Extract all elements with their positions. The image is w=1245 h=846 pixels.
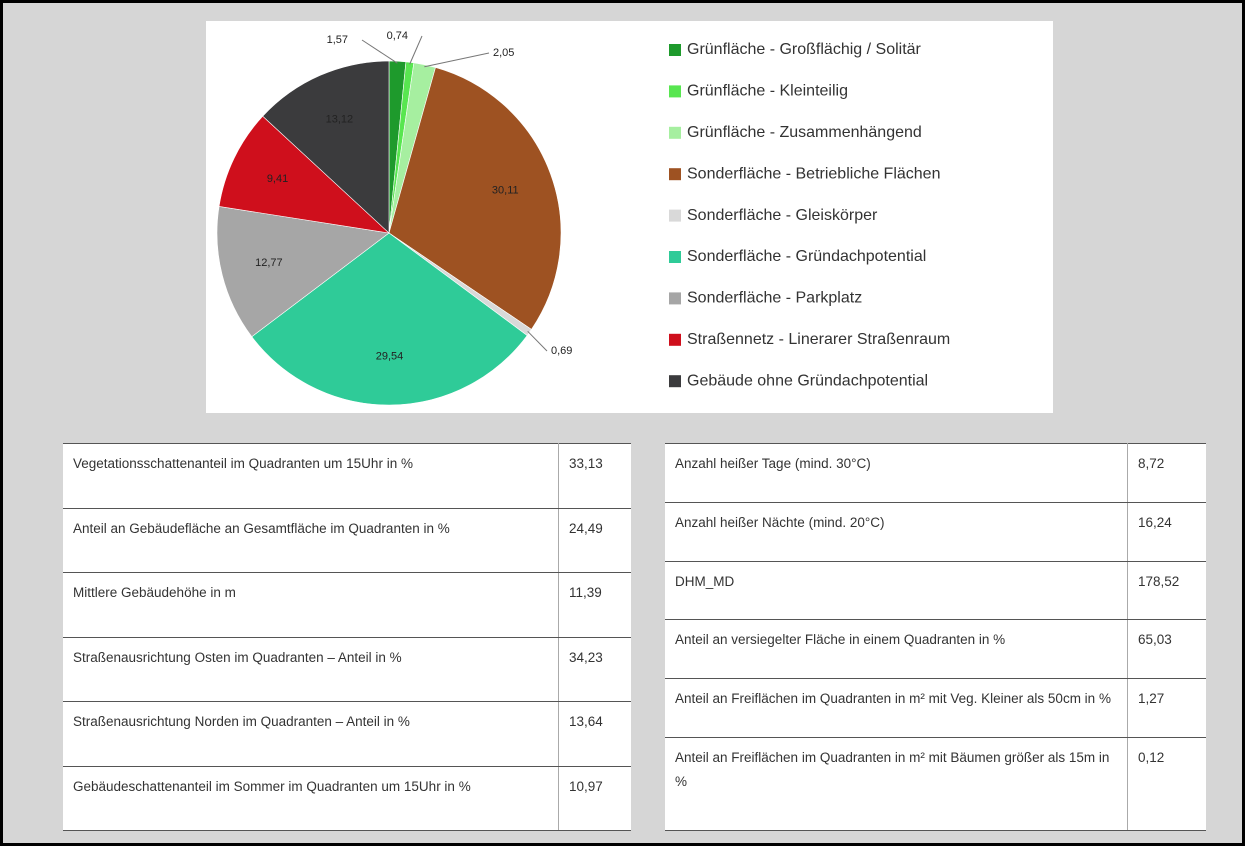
legend-swatch <box>669 85 681 98</box>
data-label: 2,05 <box>493 47 514 59</box>
value-cell: 16,24 <box>1127 502 1206 562</box>
data-label: 1,57 <box>327 34 348 46</box>
table-row: Anzahl heißer Tage (mind. 30°C) 8,72 <box>665 443 1206 503</box>
label-cell: Anteil an Gebäudefläche an Gesamtfläche … <box>63 508 559 573</box>
table-row: Vegetationsschattenanteil im Quadranten … <box>63 443 631 509</box>
table-row: Gebäudeschattenanteil im Sommer im Quadr… <box>63 766 631 831</box>
value-cell: 10,97 <box>558 766 631 831</box>
table-row: Straßenausrichtung Norden im Quadranten … <box>63 701 631 767</box>
pie-slice <box>388 67 562 330</box>
value-cell: 33,13 <box>558 443 631 509</box>
legend-label: Sonderfläche - Betriebliche Flächen <box>687 165 940 182</box>
data-label: 29,54 <box>376 351 404 363</box>
data-label: 13,12 <box>326 113 354 125</box>
leader-line <box>527 330 548 352</box>
table: Anzahl heißer Tage (mind. 30°C) 8,72 Anzah… <box>665 443 1206 832</box>
table-row: Anzahl heißer Nächte (mind. 20°C) 16,24 <box>665 502 1206 562</box>
table-row: Anteil an versiegelter Fläche in einem Q… <box>665 619 1206 680</box>
legend-swatch <box>669 168 681 181</box>
legend-swatch <box>669 333 681 346</box>
legend-label: Grünfläche - Kleinteilig <box>687 83 848 100</box>
data-label: 0,74 <box>387 30 408 42</box>
legend-label: Straßennetz - Linerarer Straßenraum <box>687 331 950 348</box>
label-cell: Anteil an versiegelter Fläche in einem Q… <box>665 619 1128 680</box>
pie-slice <box>251 232 528 406</box>
data-label: 12,77 <box>255 257 283 269</box>
label-cell: Anteil an Freiflächen im Quadranten in m… <box>665 678 1128 738</box>
value-cell: 8,72 <box>1127 443 1206 503</box>
pie-chart: 1,57 0,74 2,05 30,11 0,69 29,54 12,77 9,41 13,12… <box>206 21 1053 413</box>
leader-line <box>424 52 490 68</box>
value-cell: 11,39 <box>558 572 631 638</box>
table-row: Mittlere Gebäudehöhe in m 11,39 <box>63 572 631 638</box>
table-row: Anteil an Freiflächen im Quadranten in m… <box>665 678 1206 738</box>
legend-label: Sonderfläche - Parkplatz <box>687 290 862 307</box>
label-cell: Straßenausrichtung Norden im Quadranten … <box>63 701 559 767</box>
leader-line <box>409 35 423 65</box>
table-row: Anteil an Gebäudefläche an Gesamtfläche … <box>63 508 631 573</box>
leader-line <box>361 39 398 64</box>
table: Vegetationsschattenanteil im Quadranten … <box>63 443 631 831</box>
value-cell: 178,52 <box>1127 561 1206 621</box>
legend-swatch <box>669 292 681 305</box>
legend-label: Sonderfläche - Gleiskörper <box>687 207 878 224</box>
label-cell: Anzahl heißer Nächte (mind. 20°C) <box>665 502 1128 562</box>
legend-swatch <box>669 44 681 56</box>
label-cell: Vegetationsschattenanteil im Quadranten … <box>63 443 559 509</box>
label-cell: Anteil an Freiflächen im Quadranten in m… <box>665 737 1128 832</box>
table-row: Anteil an Freiflächen im Quadranten in m… <box>665 737 1206 832</box>
legend-label: Grünfläche - Zusammenhängend <box>687 124 922 141</box>
value-cell: 34,23 <box>558 637 631 702</box>
label-cell: Mittlere Gebäudehöhe in m <box>63 572 559 638</box>
data-label: 0,69 <box>551 345 572 357</box>
data-label: 9,41 <box>267 173 288 185</box>
value-cell: 24,49 <box>558 508 631 573</box>
legend-label: Gebäude ohne Gründachpotential <box>687 372 928 389</box>
pie-slice <box>218 115 390 234</box>
legend-swatch <box>669 126 681 139</box>
label-cell: Straßenausrichtung Osten im Quadranten –… <box>63 637 559 702</box>
value-cell: 65,03 <box>1127 619 1206 680</box>
data-label: 30,11 <box>492 184 519 196</box>
value-cell: 13,64 <box>558 701 631 767</box>
label-cell: Gebäudeschattenanteil im Sommer im Quadr… <box>63 766 559 831</box>
legend-swatch <box>669 375 681 388</box>
table-row: Straßenausrichtung Osten im Quadranten –… <box>63 637 631 702</box>
label-cell: DHM_MD <box>665 561 1128 621</box>
legend-swatch <box>669 209 681 222</box>
legend-label: Sonderfläche - Gründachpotential <box>687 248 926 265</box>
value-cell: 1,27 <box>1127 678 1206 738</box>
table-grid: Vegetationsschattenanteil im Quadranten … <box>63 443 631 831</box>
table-grid: Anzahl heißer Tage (mind. 30°C) 8,72 Anzah… <box>665 443 1206 832</box>
legend-swatch <box>669 251 681 263</box>
value-cell: 0,12 <box>1127 737 1206 832</box>
pie-slice <box>216 206 390 338</box>
table-row: DHM_MD 178,52 <box>665 561 1206 621</box>
legend-label: Grünfläche - Großflächig / Solitär <box>687 41 922 58</box>
pie-slice <box>262 60 390 234</box>
label-cell: Anzahl heißer Tage (mind. 30°C) <box>665 443 1128 503</box>
